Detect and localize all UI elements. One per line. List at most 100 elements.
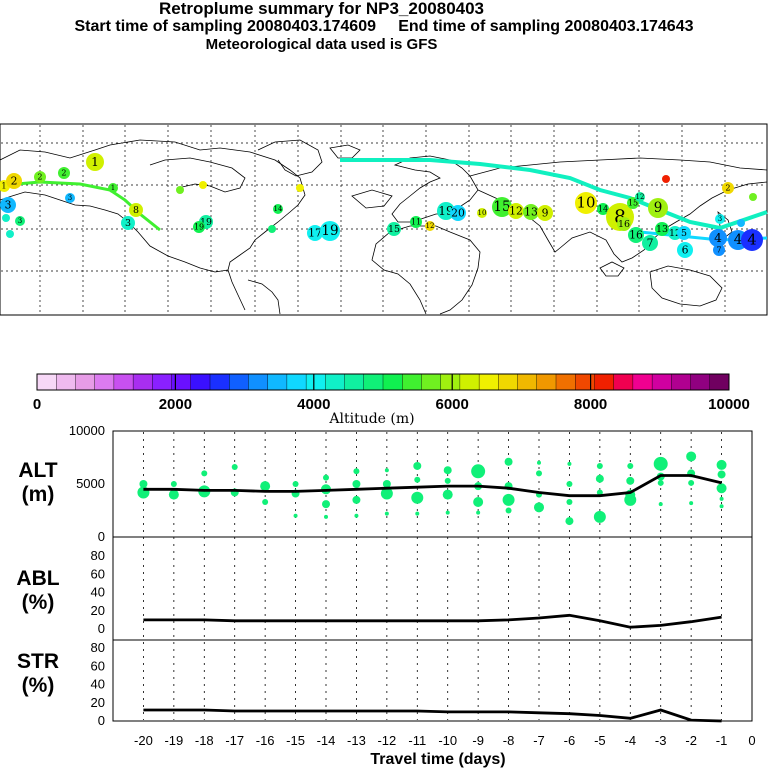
alt-scatter-point	[139, 480, 148, 488]
map-trajectory-marker	[129, 203, 143, 217]
alt-scatter-point	[262, 499, 269, 506]
str-y-tick-label: 80	[91, 640, 105, 655]
alt-scatter-point	[231, 464, 238, 471]
map-marker-label: 12	[509, 204, 523, 217]
alt-scatter-point	[443, 466, 452, 475]
alt-scatter-point	[324, 514, 328, 519]
x-tick-label: -3	[655, 733, 667, 748]
map-trajectory-marker	[320, 221, 340, 241]
x-tick-label: -1	[716, 733, 728, 748]
colorbar-swatch	[267, 373, 288, 391]
colorbar-swatch	[363, 373, 384, 391]
colorbar-swatch	[555, 373, 576, 391]
colorbar-tick-label: 6000	[436, 396, 469, 413]
colorbar-swatch	[75, 373, 96, 391]
alt-scatter-point	[717, 470, 726, 479]
map-marker-label: 14	[598, 204, 608, 214]
alt-scatter-point	[352, 495, 361, 504]
alt-scatter-point	[596, 462, 603, 469]
str-line	[143, 708, 722, 723]
colorbar-swatches	[36, 373, 730, 391]
colorbar-swatch	[632, 373, 653, 391]
alt-scatter-point	[382, 480, 391, 488]
alt-scatter-point	[413, 461, 422, 470]
x-tick-label: -19	[164, 733, 183, 748]
map-marker-label: 6	[682, 243, 689, 256]
alt-y-tick-label: 0	[98, 529, 105, 544]
colorbar-border	[36, 373, 730, 391]
map-marker-label: 15	[628, 198, 638, 208]
map-marker-label: 1	[1, 181, 6, 191]
alt-scatter-point	[596, 489, 603, 496]
map-marker-label: 12	[636, 193, 645, 201]
colorbar-swatch	[575, 373, 595, 391]
map-marker-label: 19	[438, 204, 453, 218]
colorbar-swatch	[594, 373, 615, 391]
alt-scatter-point	[201, 470, 208, 477]
alt-scatter-point	[595, 474, 604, 483]
x-tick-label: -20	[134, 733, 153, 748]
map-trajectory-marker	[65, 193, 75, 203]
alt-scatter-point	[415, 511, 420, 516]
x-tick-label: -13	[347, 733, 366, 748]
map-marker-label: 13	[656, 224, 668, 235]
map-trajectory-marker	[6, 230, 14, 238]
colorbar-swatch	[421, 373, 442, 391]
x-tick-label: -8	[503, 733, 515, 748]
x-tick-label: -16	[256, 733, 275, 748]
map-trajectory-marker	[749, 193, 757, 201]
alt-scatter-point	[260, 481, 271, 492]
map-trajectory-marker	[508, 203, 524, 219]
alt-scatter-point	[624, 493, 637, 506]
map-trajectory-marker	[0, 197, 16, 213]
alt-axis-label: ALT	[18, 459, 57, 482]
alt-scatter-point	[293, 513, 298, 518]
map-trajectory-marker	[34, 171, 46, 183]
alt-scatter-point	[567, 461, 572, 466]
colorbar-swatch	[709, 373, 730, 391]
x-tick-label: -17	[225, 733, 244, 748]
map-trajectory-marker	[268, 225, 276, 233]
start-time-label: Start time of sampling 20080403.174609	[74, 18, 377, 35]
map-trajectory-marker	[296, 184, 304, 192]
map-trajectory-marker	[523, 204, 539, 220]
panel-grid	[143, 432, 722, 720]
alt-scatter-point	[384, 468, 389, 473]
alt-scatter-point	[380, 487, 393, 500]
map-trajectory-marker	[655, 222, 669, 236]
map-marker-label: 19	[194, 222, 204, 232]
map-marker-label: 2	[11, 174, 18, 187]
met-data-label: Meteorological data used is GFS	[205, 36, 438, 53]
alt-scatter-point	[653, 456, 668, 471]
alt-scatter-point	[566, 499, 573, 506]
map-marker-label: 1	[91, 155, 99, 169]
colorbar-swatch	[517, 373, 538, 391]
chart-title-block: Retroplume summary for NP3_20080403 Star…	[0, 0, 768, 54]
x-tick-label: -9	[472, 733, 484, 748]
alt-scatter-point	[719, 504, 724, 509]
map-marker-label: 13	[524, 205, 538, 218]
map-marker-label: 3	[68, 194, 72, 202]
map-trajectory-marker	[450, 205, 466, 221]
colorbar-swatch	[286, 373, 307, 391]
x-tick-label: 0	[748, 733, 755, 748]
map-marker-label: 20	[451, 206, 465, 219]
map-marker-label: 10	[577, 194, 596, 212]
alt-scatter-point	[473, 497, 484, 508]
altitude-colorbar: 0 2000 4000 6000 8000 10000 Altitude (m)	[33, 373, 750, 427]
alt-scatter-point	[534, 502, 544, 513]
colorbar-swatch	[402, 373, 422, 391]
str-axis-unit: (%)	[22, 674, 55, 697]
map-trajectory-marker	[15, 216, 25, 226]
colorbar-swatch	[36, 373, 57, 391]
abl-y-tick-label: 40	[91, 585, 105, 600]
colorbar-swatch	[671, 373, 692, 391]
map-trajectory-marker	[715, 214, 725, 224]
colorbar-swatch	[171, 373, 192, 391]
map-marker-label: 11	[411, 217, 421, 227]
x-tick-label: -2	[685, 733, 697, 748]
x-tick-label: -15	[286, 733, 305, 748]
alt-scatter-point	[445, 510, 450, 515]
map-marker-label: 9	[542, 206, 549, 219]
